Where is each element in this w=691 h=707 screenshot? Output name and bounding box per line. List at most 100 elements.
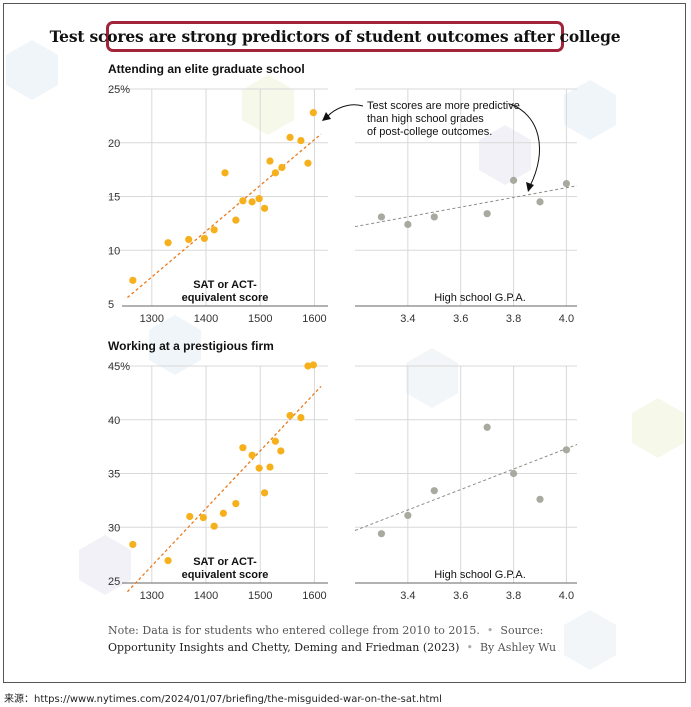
x-tick-label: 3.6 — [453, 590, 468, 602]
watermark-hexagon — [406, 348, 458, 408]
x-tick-label: 4.0 — [559, 590, 574, 602]
sat-point — [164, 239, 172, 247]
panel-title: Attending an elite graduate school — [108, 62, 305, 76]
x-tick-label: 3.8 — [506, 590, 521, 602]
panel-title: Working at a prestigious firm — [108, 339, 274, 353]
gpa-trend-line — [354, 185, 578, 228]
y-tick-label: 40 — [108, 415, 120, 427]
x-tick-label: 1400 — [194, 590, 218, 602]
x-tick-label: 1300 — [140, 590, 164, 602]
sat-point — [255, 195, 263, 203]
y-tick-label: 25% — [108, 84, 130, 96]
separator-dot: • — [483, 624, 497, 637]
sat-point — [266, 463, 274, 471]
x-axis-label: SAT or ACT- — [193, 556, 257, 568]
x-tick-label: 1600 — [302, 313, 326, 325]
annotation-text: of post-college outcomes. — [367, 126, 492, 138]
x-tick-label: 1300 — [140, 313, 164, 325]
sat-point — [200, 234, 208, 243]
annotation-text: Test scores are more predictive — [367, 100, 520, 112]
x-tick-label: 4.0 — [559, 313, 574, 325]
gpa-point — [430, 213, 438, 221]
sat-point — [248, 451, 256, 459]
gpa-point — [377, 530, 386, 538]
y-tick-label: 30 — [108, 522, 120, 534]
gpa-point — [430, 487, 438, 495]
sat-point — [219, 509, 227, 517]
x-axis-label: High school G.P.A. — [434, 292, 526, 304]
gpa-point — [377, 213, 386, 221]
sat-point — [304, 159, 312, 167]
sat-point — [271, 169, 280, 177]
footnote-note: Note: Data is for students who entered c… — [108, 624, 480, 637]
source-url: 来源：https://www.nytimes.com/2024/01/07/br… — [4, 694, 442, 705]
sat-point — [199, 513, 207, 522]
sat-point — [260, 204, 269, 212]
sat-point — [286, 133, 294, 141]
sat-point — [129, 276, 137, 284]
annotation-arrowhead — [322, 112, 331, 121]
annotation-arrowhead — [526, 182, 534, 192]
watermark-hexagon — [632, 398, 684, 458]
y-tick-label: 5 — [108, 299, 114, 311]
chart-panel: Working at a prestigious firm 45% 40 35 30 25… — [108, 339, 578, 602]
sat-point — [309, 361, 317, 369]
watermark-hexagon — [149, 315, 201, 375]
sat-point — [309, 109, 317, 117]
gpa-point — [483, 210, 491, 218]
x-tick-label: 1600 — [302, 590, 326, 602]
sat-point — [277, 447, 285, 455]
watermark-pattern — [6, 40, 684, 670]
gpa-trend-line — [354, 444, 578, 531]
sat-point — [129, 540, 137, 549]
watermark-hexagon — [79, 535, 131, 595]
x-tick-label: 1500 — [248, 313, 272, 325]
sat-point — [286, 411, 294, 420]
x-axis-label: SAT or ACT- — [193, 279, 257, 291]
sat-trend-line — [127, 133, 322, 299]
x-tick-label: 3.4 — [400, 313, 415, 325]
separator-dot: • — [462, 641, 477, 654]
gpa-point — [483, 423, 491, 431]
gpa-point — [509, 176, 518, 184]
gpa-point — [536, 495, 544, 503]
annotation-arrow — [509, 103, 541, 187]
sat-point — [266, 157, 274, 165]
sat-point — [297, 414, 305, 422]
watermark-hexagon — [564, 610, 616, 670]
sat-point — [239, 444, 247, 452]
watermark-hexagon — [564, 80, 616, 140]
gpa-point — [404, 220, 412, 229]
sat-point — [255, 464, 263, 472]
x-axis-label: equivalent score — [182, 569, 269, 581]
y-tick-label: 35 — [108, 469, 120, 481]
chart-title: Test scores are strong predictors of stu… — [49, 27, 621, 46]
gpa-point — [562, 180, 571, 188]
x-axis-label: High school G.P.A. — [434, 569, 526, 581]
sat-point — [185, 235, 193, 244]
sat-point — [239, 197, 247, 205]
sat-point — [221, 169, 229, 177]
annotation-arrow — [326, 104, 364, 118]
watermark-hexagon — [242, 75, 294, 135]
sat-point — [232, 216, 240, 224]
sat-point — [186, 512, 194, 521]
footnote: Note: Data is for students who entered c… — [108, 622, 578, 656]
watermark-hexagon — [6, 40, 58, 100]
sat-point — [297, 137, 305, 145]
sat-point — [278, 163, 286, 172]
footnote-source-label: Source: — [500, 624, 544, 637]
y-tick-label: 15 — [108, 192, 120, 204]
annotation-text: than high school grades — [367, 113, 484, 125]
x-tick-label: 3.6 — [453, 313, 468, 325]
footnote-byline: By Ashley Wu — [479, 641, 557, 654]
gpa-point — [404, 511, 412, 520]
chart-panel: Attending an elite graduate school 25% 20 1… — [108, 62, 578, 325]
x-tick-label: 1500 — [248, 590, 272, 602]
sat-point — [248, 198, 256, 206]
x-tick-label: 3.4 — [400, 590, 415, 602]
title-box: Test scores are strong predictors of stu… — [50, 21, 621, 52]
sat-point — [164, 556, 172, 565]
y-tick-label: 45% — [108, 361, 130, 373]
